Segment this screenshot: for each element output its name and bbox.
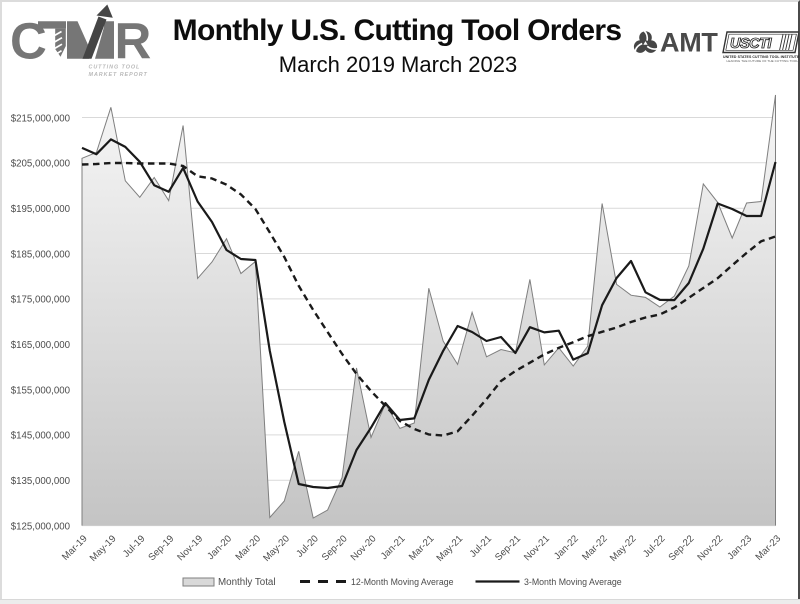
- svg-text:$145,000,000: $145,000,000: [11, 431, 71, 442]
- svg-text:UNITED STATES CUTTING TOOL INS: UNITED STATES CUTTING TOOL INSTITUTE: [723, 55, 799, 59]
- svg-text:May-19: May-19: [88, 533, 119, 564]
- svg-text:CUTTING TOOL: CUTTING TOOL: [89, 65, 141, 71]
- svg-text:May-20: May-20: [261, 533, 292, 564]
- svg-text:Sep-21: Sep-21: [493, 533, 523, 563]
- svg-text:Jul-19: Jul-19: [121, 533, 147, 559]
- svg-text:LEADING THE FUTURE OF THE CUTT: LEADING THE FUTURE OF THE CUTTING TOOL I…: [727, 59, 800, 63]
- svg-text:Nov-21: Nov-21: [522, 533, 552, 563]
- svg-text:Jan-23: Jan-23: [725, 533, 754, 562]
- svg-text:$175,000,000: $175,000,000: [11, 295, 71, 306]
- svg-text:$185,000,000: $185,000,000: [11, 249, 71, 260]
- svg-text:Jan-20: Jan-20: [205, 533, 234, 562]
- svg-text:$215,000,000: $215,000,000: [11, 113, 71, 124]
- svg-text:Monthly Total: Monthly Total: [218, 577, 276, 588]
- svg-text:Mar-22: Mar-22: [580, 533, 609, 562]
- svg-text:Mar-21: Mar-21: [407, 533, 436, 562]
- svg-text:$195,000,000: $195,000,000: [11, 204, 71, 215]
- svg-text:$125,000,000: $125,000,000: [11, 521, 71, 532]
- svg-text:USCTI: USCTI: [730, 36, 772, 52]
- svg-text:R: R: [115, 13, 152, 70]
- svg-text:$165,000,000: $165,000,000: [11, 340, 71, 351]
- svg-text:Nov-19: Nov-19: [175, 533, 205, 563]
- svg-text:May-21: May-21: [435, 533, 466, 564]
- svg-text:Sep-20: Sep-20: [320, 533, 350, 563]
- svg-text:Mar-19: Mar-19: [60, 533, 89, 562]
- svg-text:Sep-19: Sep-19: [146, 533, 176, 563]
- svg-text:$135,000,000: $135,000,000: [11, 476, 71, 487]
- svg-text:$205,000,000: $205,000,000: [11, 159, 71, 170]
- svg-text:Mar-23: Mar-23: [754, 533, 783, 562]
- svg-text:$155,000,000: $155,000,000: [11, 385, 71, 396]
- svg-text:May-22: May-22: [608, 533, 639, 564]
- svg-text:AMT: AMT: [660, 28, 718, 58]
- svg-text:Nov-22: Nov-22: [695, 533, 725, 563]
- svg-text:Nov-20: Nov-20: [349, 533, 379, 563]
- svg-text:12-Month Moving Average: 12-Month Moving Average: [351, 577, 454, 587]
- svg-text:Jul-21: Jul-21: [468, 533, 494, 559]
- svg-text:MARKET REPORT: MARKET REPORT: [89, 72, 148, 78]
- svg-text:Mar-20: Mar-20: [234, 533, 264, 563]
- svg-text:Sep-22: Sep-22: [667, 533, 697, 563]
- svg-text:Jul-22: Jul-22: [641, 533, 667, 559]
- svg-text:3-Month Moving Average: 3-Month Moving Average: [524, 577, 622, 587]
- svg-text:Jan-21: Jan-21: [379, 533, 408, 562]
- svg-text:Jul-20: Jul-20: [294, 533, 321, 560]
- svg-text:Jan-22: Jan-22: [552, 533, 581, 562]
